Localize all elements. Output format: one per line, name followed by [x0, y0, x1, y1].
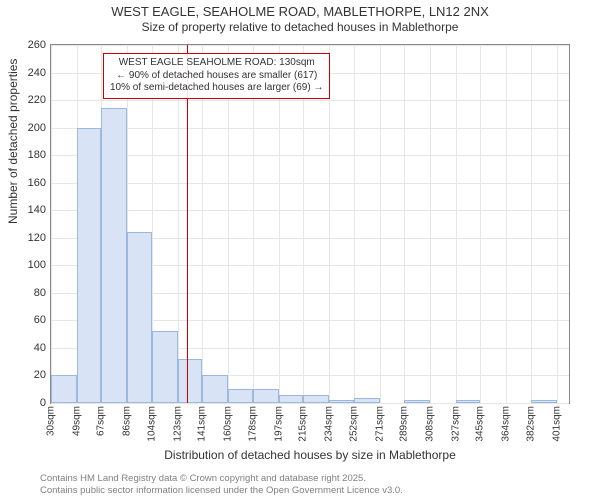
y-axis-title: Number of detached properties [6, 59, 20, 224]
gridline-v [279, 45, 280, 403]
gridline-v [404, 45, 405, 403]
title-block: WEST EAGLE, SEAHOLME ROAD, MABLETHORPE, … [0, 0, 600, 35]
title-line1: WEST EAGLE, SEAHOLME ROAD, MABLETHORPE, … [0, 4, 600, 20]
plot-area: WEST EAGLE SEAHOLME ROAD: 130sqm← 90% of… [50, 44, 570, 404]
gridline-v [506, 45, 507, 403]
gridline-v [354, 45, 355, 403]
x-tick-label: 141sqm [197, 406, 208, 442]
y-tick-label: 20 [6, 369, 46, 381]
histogram-bar [101, 108, 127, 403]
x-tick-label: 123sqm [172, 406, 183, 442]
annotation-box: WEST EAGLE SEAHOLME ROAD: 130sqm← 90% of… [103, 53, 330, 99]
histogram-bar [228, 389, 253, 403]
y-tick-label: 60 [6, 314, 46, 326]
x-tick-label: 49sqm [71, 406, 82, 436]
y-tick-label: 140 [6, 204, 46, 216]
gridline-h [51, 210, 569, 211]
x-tick-label: 215sqm [298, 406, 309, 442]
histogram-bar [127, 232, 152, 403]
gridline-h [51, 183, 569, 184]
y-tick-label: 160 [6, 177, 46, 189]
gridline-v [456, 45, 457, 403]
gridline-v [430, 45, 431, 403]
x-tick-label: 401sqm [551, 406, 562, 442]
x-tick-label: 160sqm [223, 406, 234, 442]
x-tick-label: 86sqm [122, 406, 133, 436]
x-tick-label: 345sqm [475, 406, 486, 442]
histogram-bar [329, 400, 354, 403]
x-tick-label: 104sqm [146, 406, 157, 442]
gridline-h [51, 128, 569, 129]
y-tick-label: 100 [6, 259, 46, 271]
gridline-v [51, 45, 52, 403]
y-tick-label: 260 [6, 39, 46, 51]
x-tick-label: 289sqm [399, 406, 410, 442]
histogram-bar [531, 400, 557, 403]
histogram-bar [279, 395, 304, 403]
y-tick-label: 180 [6, 149, 46, 161]
histogram-bar [303, 395, 329, 403]
y-tick-label: 240 [6, 67, 46, 79]
x-tick-label: 197sqm [273, 406, 284, 442]
histogram-bar [152, 331, 178, 403]
gridline-v [202, 45, 203, 403]
gridline-v [480, 45, 481, 403]
x-tick-label: 178sqm [247, 406, 258, 442]
y-tick-label: 80 [6, 287, 46, 299]
annotation-line: 10% of semi-detached houses are larger (… [110, 82, 323, 95]
y-tick-label: 220 [6, 94, 46, 106]
y-tick-label: 40 [6, 342, 46, 354]
histogram-bar [456, 400, 481, 403]
footer: Contains HM Land Registry data © Crown c… [40, 473, 590, 496]
footer-line2: Contains public sector information licen… [40, 485, 590, 496]
x-tick-label: 252sqm [348, 406, 359, 442]
x-axis-title: Distribution of detached houses by size … [50, 448, 570, 462]
x-tick-label: 308sqm [424, 406, 435, 442]
histogram-bar [404, 400, 430, 403]
gridline-v [557, 45, 558, 403]
gridline-h [51, 100, 569, 101]
gridline-h [51, 155, 569, 156]
x-tick-label: 67sqm [96, 406, 107, 436]
gridline-v [329, 45, 330, 403]
marker-line [187, 45, 188, 403]
x-tick-label: 271sqm [374, 406, 385, 442]
histogram-bar [51, 375, 77, 403]
gridline-v [303, 45, 304, 403]
title-line2: Size of property relative to detached ho… [0, 20, 600, 35]
chart-container: WEST EAGLE, SEAHOLME ROAD, MABLETHORPE, … [0, 0, 600, 500]
y-tick-label: 200 [6, 122, 46, 134]
gridline-v [178, 45, 179, 403]
x-tick-label: 382sqm [525, 406, 536, 442]
histogram-bar [354, 398, 380, 404]
annotation-line: WEST EAGLE SEAHOLME ROAD: 130sqm [110, 57, 323, 70]
annotation-line: ← 90% of detached houses are smaller (61… [110, 70, 323, 83]
y-tick-label: 120 [6, 232, 46, 244]
y-tick-label: 0 [6, 397, 46, 409]
gridline-v [531, 45, 532, 403]
footer-line1: Contains HM Land Registry data © Crown c… [40, 473, 590, 484]
x-tick-label: 234sqm [324, 406, 335, 442]
histogram-bar [178, 359, 203, 403]
gridline-v [228, 45, 229, 403]
gridline-v [380, 45, 381, 403]
gridline-h [51, 403, 569, 404]
x-tick-label: 364sqm [501, 406, 512, 442]
x-tick-label: 30sqm [46, 406, 57, 436]
histogram-bar [77, 128, 102, 403]
x-tick-label: 327sqm [450, 406, 461, 442]
histogram-bar [253, 389, 279, 403]
gridline-h [51, 45, 569, 46]
gridline-v [253, 45, 254, 403]
histogram-bar [202, 375, 228, 403]
